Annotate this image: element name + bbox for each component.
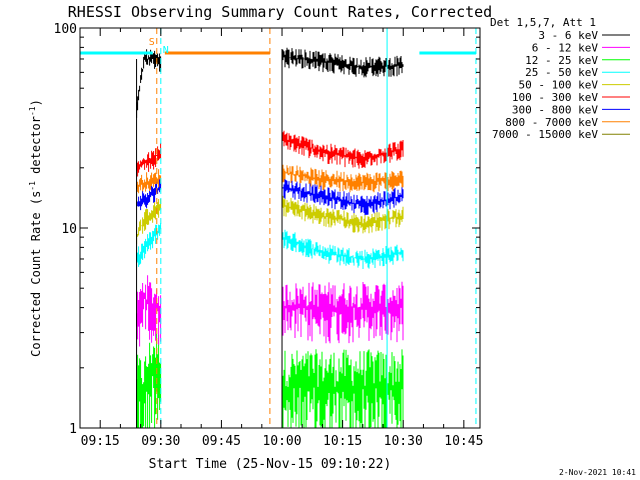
y-axis-label: Corrected Count Rate (s-1 detector-1) — [28, 99, 43, 357]
timestamp: 2-Nov-2021 10:41 — [559, 468, 636, 477]
y-tick-label: 10 — [61, 222, 77, 237]
x-tick-label: 09:45 — [202, 434, 241, 449]
axes: 1 10 100 09:15 09:30 09:45 10:00 10:15 10:30 10:4… — [54, 22, 484, 449]
plot-area: SN — [79, 28, 477, 428]
legend-label: 12 - 25 keV — [525, 54, 598, 67]
x-tick-label: 10:30 — [384, 434, 423, 449]
ylabel-sup1: -1 — [28, 181, 37, 191]
x-tick-label: 10:45 — [444, 434, 483, 449]
series-trace-2 — [281, 229, 404, 269]
x-tick-label: 10:15 — [323, 434, 362, 449]
x-tick-label: 10:00 — [262, 434, 301, 449]
ylabel-end: ) — [29, 99, 43, 106]
flag-label-s: S — [149, 37, 155, 48]
x-axis-label: Start Time (25-Nov-15 09:10:22) — [149, 457, 392, 472]
series-trace-2 — [281, 130, 404, 169]
x-tick-label: 09:30 — [141, 434, 180, 449]
legend-label: 100 - 300 keV — [512, 91, 598, 104]
legend-label: 800 - 7000 keV — [505, 116, 598, 129]
svg-text:Corrected Count Rate (s-1 dete: Corrected Count Rate (s-1 detector-1) — [28, 99, 43, 357]
ylabel-main: Corrected Count Rate (s — [29, 191, 43, 357]
ylabel-sup2: -1 — [28, 106, 37, 116]
legend-label: 50 - 100 keV — [519, 79, 599, 92]
ylabel-mid: detector — [29, 116, 43, 181]
legend-label: 3 - 6 keV — [538, 29, 598, 42]
legend-title: Det 1,5,7, Att 1 — [490, 16, 596, 29]
y-tick-label: 100 — [54, 22, 77, 37]
series-trace-2 — [281, 47, 404, 78]
series-3-6keV — [136, 47, 404, 118]
legend-label: 7000 - 15000 keV — [492, 128, 598, 141]
legend-label: 300 - 800 keV — [512, 103, 598, 116]
series-25-50keV — [136, 223, 404, 269]
y-tick-label: 1 — [69, 422, 77, 437]
flag-label-n: N — [163, 45, 169, 56]
chart-title: RHESSI Observing Summary Count Rates, Co… — [68, 3, 492, 21]
series-trace-2 — [281, 281, 404, 344]
legend-label: 6 - 12 keV — [532, 41, 599, 54]
x-tick-label: 09:15 — [81, 434, 120, 449]
legend-label: 25 - 50 keV — [525, 66, 598, 79]
series-trace-2 — [281, 349, 404, 428]
